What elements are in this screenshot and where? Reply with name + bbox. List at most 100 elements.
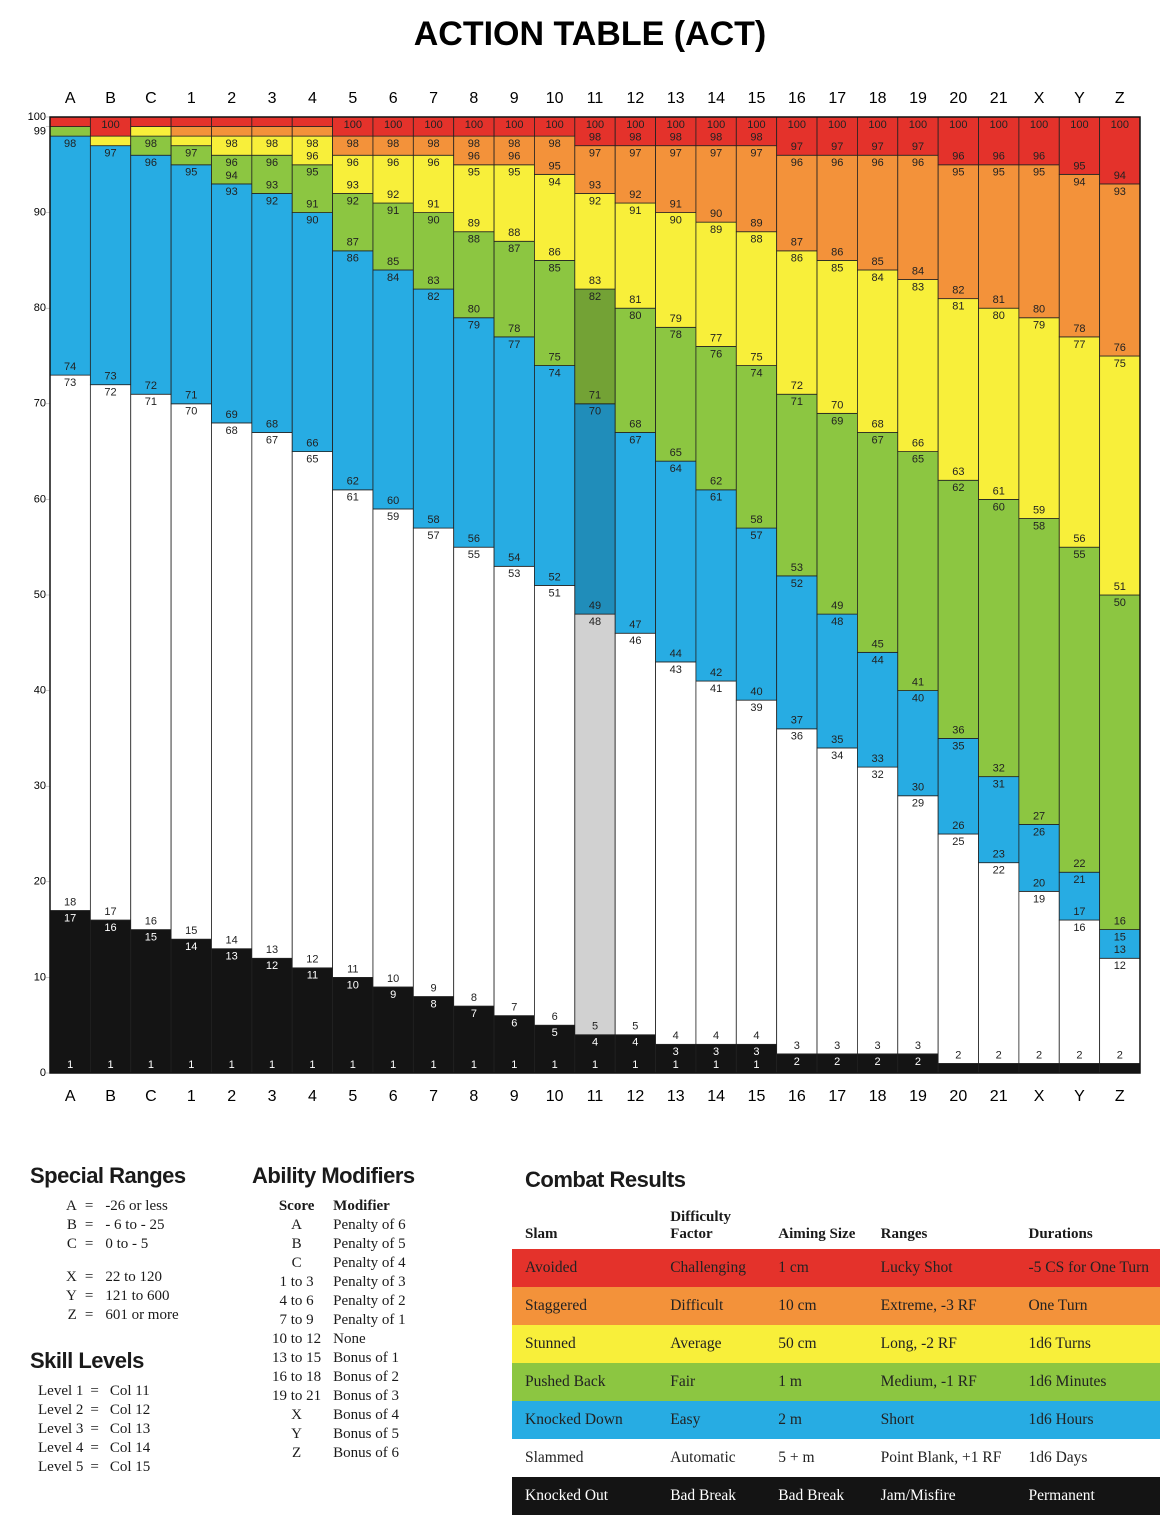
band-high-label: 96	[387, 157, 399, 169]
band-high-label: 80	[629, 310, 641, 322]
list-cell: Z	[67, 1307, 77, 1323]
band-high-label: 96	[791, 157, 803, 169]
modifier-cell: Penalty of 3	[333, 1274, 406, 1290]
column-label-top: 7	[429, 90, 438, 107]
band-high-label: 9	[390, 989, 396, 1001]
band	[695, 346, 737, 491]
band-high-label: 65	[912, 454, 924, 466]
list-cell: Level 2	[38, 1402, 84, 1418]
band-low-label: 96	[306, 151, 318, 163]
band-high-label: 7	[471, 1008, 477, 1020]
band-high-label: 90	[306, 215, 318, 227]
band-low-label: 96	[993, 151, 1005, 163]
band	[614, 145, 656, 204]
list-cell: =	[84, 1307, 94, 1323]
band-low-label: 75	[750, 351, 762, 363]
list-row: A = -26 or less	[30, 1197, 172, 1216]
band	[735, 365, 778, 529]
band-low-label: 1	[511, 1059, 517, 1071]
band	[251, 126, 293, 137]
band-high-label: 79	[468, 320, 480, 332]
band	[735, 145, 778, 233]
band-low-label: 98	[750, 132, 762, 144]
list-cell: -26 or less	[105, 1198, 168, 1214]
band	[291, 116, 333, 127]
band	[1058, 871, 1101, 921]
band	[130, 116, 172, 127]
band	[655, 145, 697, 213]
band-high-label: 14	[185, 941, 197, 953]
band-high-label: 13	[226, 951, 238, 963]
band-low-label: 1	[188, 1059, 194, 1071]
band-low-label: 15	[185, 925, 197, 937]
band-high-label: 96	[912, 157, 924, 169]
column-label-top: 19	[909, 90, 927, 107]
band-high-label: 98	[387, 138, 399, 150]
band-low-label: 96	[468, 151, 480, 163]
band-low-label: 1	[148, 1059, 154, 1071]
band	[695, 680, 737, 1045]
list-cell: =	[84, 1198, 94, 1214]
band	[695, 221, 737, 347]
skill-levels: Skill Levels Level 1 = Col 11 Level 2 = Col 12…	[30, 1348, 240, 1477]
list-row: B = - 6 to - 25	[30, 1216, 172, 1235]
result-cell: Bad Break	[670, 1487, 737, 1504]
band	[897, 451, 939, 692]
header-cell: Slam	[525, 1226, 558, 1242]
band-high-label: 34	[831, 750, 843, 762]
column-label-bottom: 3	[268, 1088, 277, 1105]
band-low-label: 16	[145, 916, 157, 928]
band	[49, 116, 91, 127]
band-high-label: 95	[993, 167, 1005, 179]
band	[574, 193, 616, 290]
band-low-label: 56	[468, 533, 480, 545]
band	[735, 699, 778, 1045]
band	[1018, 890, 1060, 1064]
result-cell: 1d6 Hours	[1028, 1411, 1094, 1428]
band	[1018, 317, 1060, 519]
band-high-label: 62	[952, 482, 964, 494]
modifier-cell: Y	[291, 1426, 302, 1442]
band-high-label: 46	[629, 635, 641, 647]
band-high-label: 85	[831, 262, 843, 274]
band-low-label: 80	[468, 304, 480, 316]
band-high-label: 98	[347, 138, 359, 150]
band	[291, 126, 333, 137]
band	[130, 154, 172, 395]
band-low-label: 76	[1114, 342, 1126, 354]
band-high-label: 64	[670, 463, 682, 475]
band	[978, 498, 1020, 778]
result-cell: Medium, -1 RF	[880, 1373, 977, 1390]
band	[776, 728, 818, 1055]
band	[49, 910, 91, 1074]
band	[493, 565, 535, 1017]
band	[1099, 183, 1141, 357]
band	[332, 154, 374, 194]
band-low-label: 22	[1073, 858, 1085, 870]
band-low-label: 4	[713, 1030, 719, 1042]
modifier-cell: 10 to 12	[272, 1331, 322, 1347]
band-high-label: 88	[468, 234, 480, 246]
result-cell: -5 CS for One Turn	[1028, 1259, 1150, 1276]
band-high-label: 97	[750, 148, 762, 160]
band	[735, 116, 778, 147]
band-high-label: 2	[794, 1056, 800, 1068]
column-label-top: 14	[707, 90, 725, 107]
y-tick-label: 60	[34, 493, 46, 505]
result-cell: Avoided	[525, 1259, 578, 1276]
modifier-cell: 16 to 18	[272, 1369, 322, 1385]
band	[978, 307, 1020, 500]
section-title: Ability Modifiers	[252, 1163, 415, 1188]
band-high-label: 51	[549, 587, 561, 599]
band-high-label: 94	[549, 176, 561, 188]
band-high-label: 93	[226, 186, 238, 198]
y-tick-label: 90	[34, 207, 46, 219]
list-cell: 22 to 120	[105, 1269, 162, 1285]
list-cell: Col 12	[109, 1402, 151, 1418]
modifier-cell: Bonus of 1	[333, 1350, 400, 1366]
band	[251, 154, 293, 194]
band-high-label: 74	[549, 367, 561, 379]
band-high-label: 25	[952, 836, 964, 848]
band-high-label: 44	[871, 654, 883, 666]
